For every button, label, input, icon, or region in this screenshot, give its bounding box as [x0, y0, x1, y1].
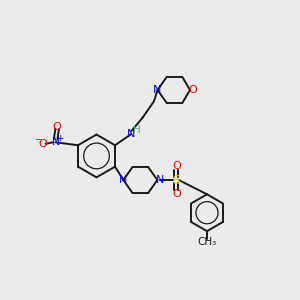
Text: S: S — [172, 173, 179, 187]
Text: O: O — [172, 161, 181, 171]
Text: O: O — [53, 122, 62, 131]
Text: O: O — [189, 85, 197, 95]
Text: −: − — [35, 135, 44, 145]
Text: N: N — [52, 137, 60, 147]
Text: O: O — [172, 189, 181, 199]
Text: +: + — [56, 134, 63, 143]
Text: N: N — [153, 85, 162, 95]
Text: O: O — [39, 139, 48, 149]
Text: CH₃: CH₃ — [197, 237, 217, 248]
Text: N: N — [156, 175, 164, 185]
Text: N: N — [119, 175, 128, 185]
Text: H: H — [133, 125, 140, 135]
Text: N: N — [127, 129, 136, 139]
